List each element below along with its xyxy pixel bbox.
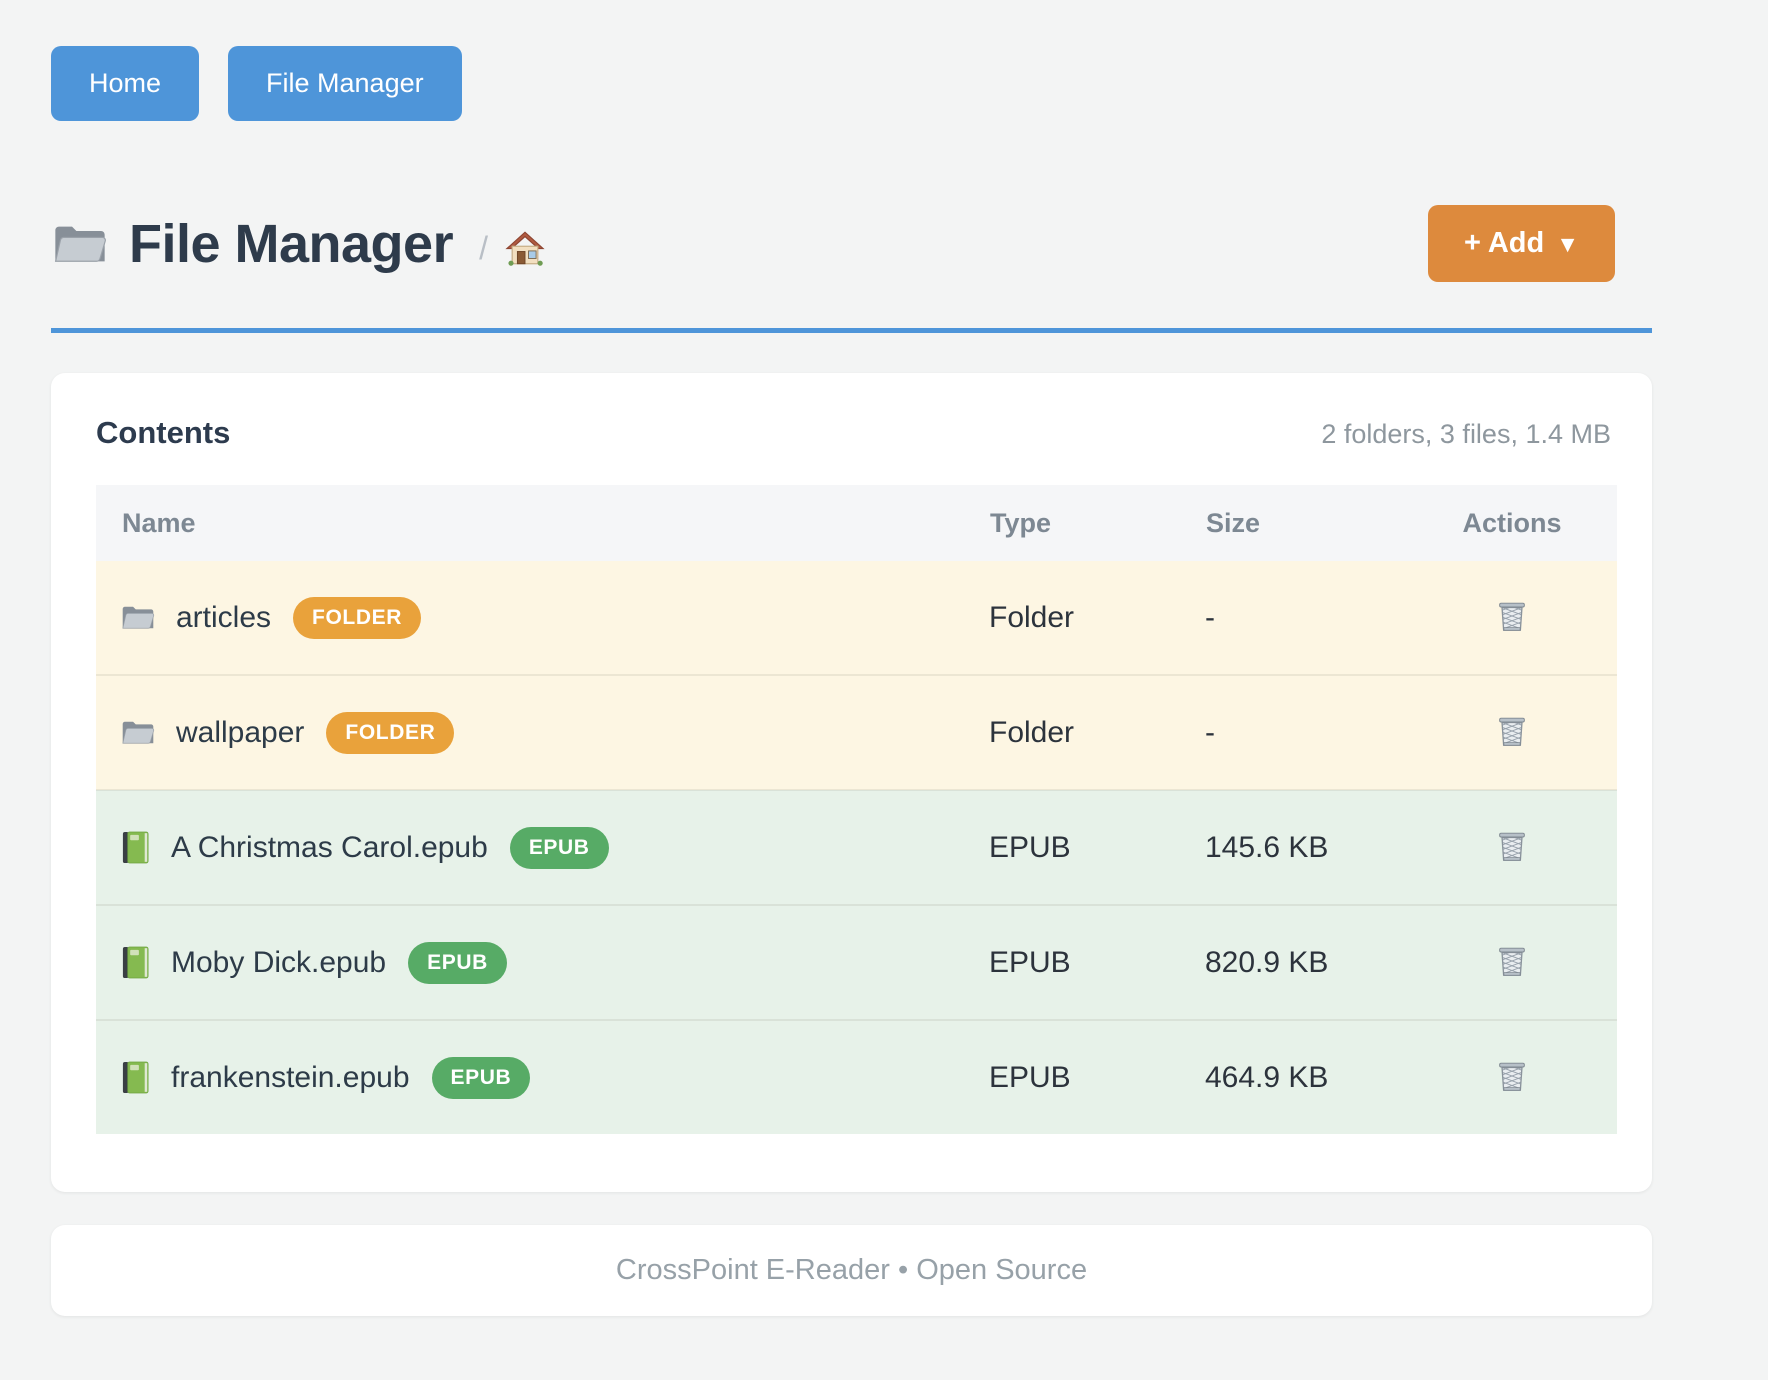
- top-nav: Home File Manager: [51, 46, 1652, 121]
- contents-card: Contents 2 folders, 3 files, 1.4 MB Name…: [51, 373, 1652, 1192]
- table-row[interactable]: A Christmas Carol.epub EPUB EPUB 145.6 K…: [96, 789, 1617, 905]
- folder-icon: [120, 602, 156, 633]
- trash-icon: [1493, 1062, 1531, 1098]
- table-row[interactable]: articles FOLDER Folder -: [96, 561, 1617, 675]
- add-button[interactable]: + Add ▼: [1427, 205, 1615, 282]
- column-header-name: Name: [96, 485, 989, 561]
- add-button-label: + Add: [1463, 227, 1545, 259]
- row-name[interactable]: wallpaper: [176, 715, 305, 749]
- size-cell: 820.9 KB: [1205, 904, 1446, 1020]
- page-title: File Manager: [129, 213, 454, 274]
- contents-heading: Contents: [96, 415, 231, 450]
- row-badge: EPUB: [431, 1056, 531, 1099]
- delete-button[interactable]: [1489, 708, 1535, 754]
- footer-text: CrossPoint E-Reader • Open Source: [615, 1254, 1088, 1286]
- trash-icon: [1493, 947, 1531, 983]
- house-icon[interactable]: [504, 228, 546, 268]
- title-wrap: File Manager /: [51, 213, 546, 275]
- file-table: Name Type Size Actions: [96, 485, 1617, 1134]
- column-header-size: Size: [1205, 485, 1446, 561]
- book-icon: [120, 1060, 151, 1095]
- size-cell: 464.9 KB: [1205, 1019, 1446, 1134]
- page: Home File Manager File Manager /: [51, 0, 1652, 1316]
- nav-home-button[interactable]: Home: [51, 46, 200, 121]
- type-cell: Folder: [989, 674, 1205, 790]
- row-name[interactable]: A Christmas Carol.epub: [171, 830, 488, 864]
- page-header: File Manager / + Add ▼: [51, 205, 1652, 282]
- type-cell: EPUB: [989, 904, 1205, 1020]
- delete-button[interactable]: [1489, 593, 1535, 639]
- column-header-type: Type: [989, 485, 1205, 561]
- delete-button[interactable]: [1489, 938, 1535, 984]
- type-cell: EPUB: [989, 789, 1205, 905]
- contents-summary: 2 folders, 3 files, 1.4 MB: [1321, 419, 1611, 449]
- delete-button[interactable]: [1489, 1053, 1535, 1099]
- caret-down-icon: ▼: [1556, 231, 1579, 257]
- size-cell: 145.6 KB: [1205, 789, 1446, 905]
- table-row[interactable]: Moby Dick.epub EPUB EPUB 820.9 KB: [96, 904, 1617, 1020]
- title-underline: [51, 328, 1652, 333]
- file-table-body: articles FOLDER Folder -: [96, 561, 1617, 1134]
- table-row[interactable]: frankenstein.epub EPUB EPUB 464.9 KB: [96, 1019, 1617, 1134]
- footer-card: CrossPoint E-Reader • Open Source: [51, 1225, 1652, 1316]
- contents-card-header: Contents 2 folders, 3 files, 1.4 MB: [96, 415, 1611, 451]
- column-header-actions: Actions: [1446, 485, 1617, 561]
- size-cell: -: [1205, 561, 1446, 675]
- nav-file-manager-button[interactable]: File Manager: [228, 46, 462, 121]
- delete-button[interactable]: [1489, 823, 1535, 869]
- row-badge: FOLDER: [326, 711, 455, 754]
- type-cell: Folder: [989, 561, 1205, 675]
- trash-icon: [1493, 602, 1531, 638]
- trash-icon: [1493, 717, 1531, 753]
- row-name[interactable]: articles: [176, 600, 272, 634]
- size-cell: -: [1205, 674, 1446, 790]
- book-icon: [120, 945, 151, 980]
- row-name[interactable]: Moby Dick.epub: [171, 945, 387, 979]
- table-row[interactable]: wallpaper FOLDER Folder -: [96, 674, 1617, 790]
- table-header-row: Name Type Size Actions: [96, 485, 1617, 561]
- row-name[interactable]: frankenstein.epub: [171, 1060, 410, 1094]
- row-badge: FOLDER: [293, 596, 421, 639]
- folder-icon: [51, 219, 109, 269]
- trash-icon: [1493, 832, 1531, 868]
- row-badge: EPUB: [408, 941, 507, 984]
- folder-icon: [120, 717, 156, 748]
- book-icon: [120, 830, 151, 865]
- type-cell: EPUB: [989, 1019, 1205, 1134]
- row-badge: EPUB: [509, 826, 609, 869]
- breadcrumb-separator: /: [479, 230, 488, 266]
